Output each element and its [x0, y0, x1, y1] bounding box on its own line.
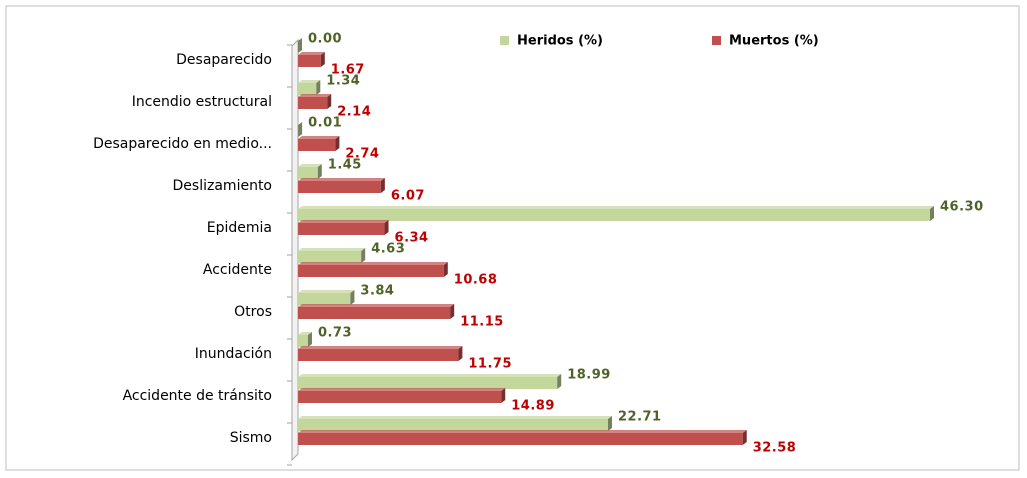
bar [298, 391, 502, 403]
bar-end [742, 430, 747, 445]
bar-top [298, 80, 321, 83]
bar-top [298, 206, 934, 209]
category-label: Accidente [203, 262, 272, 278]
category-label: Otros [234, 304, 272, 320]
legend: Heridos (%) Muertos (%) [500, 34, 819, 49]
bar-top [298, 262, 448, 265]
value-label: 3.84 [360, 284, 394, 299]
bar-end [307, 332, 312, 347]
bar-top [298, 374, 562, 377]
value-label: 0.01 [308, 116, 342, 131]
bar-end [335, 136, 340, 151]
bar [298, 251, 362, 263]
bar-top [298, 178, 385, 181]
axis-wall [291, 38, 299, 462]
category-label: Desaparecido [176, 52, 272, 68]
value-label: 2.14 [337, 105, 371, 120]
bar [298, 265, 444, 277]
bar-top [298, 290, 355, 293]
value-label: 11.75 [468, 357, 512, 372]
legend-label: Heridos (%) [517, 34, 603, 49]
bar [298, 377, 558, 389]
value-label: 1.67 [331, 63, 365, 78]
chart-frame [5, 5, 1020, 471]
bar-end [607, 416, 612, 431]
value-label: 0.00 [308, 32, 342, 47]
bar-end [327, 94, 332, 109]
category-label: Accidente de tránsito [123, 388, 272, 404]
value-label: 32.58 [753, 441, 797, 456]
bar [298, 209, 930, 221]
bar [298, 83, 317, 95]
bar-end [501, 388, 506, 403]
bar [298, 223, 385, 235]
bar-top [298, 430, 747, 433]
bar-end [450, 304, 455, 319]
category-label: Incendio estructural [132, 94, 272, 110]
bar-top [298, 94, 332, 97]
bar-end [298, 38, 302, 53]
value-label: 6.07 [391, 189, 425, 204]
category-label: Epidemia [207, 220, 272, 236]
value-label: 22.71 [618, 410, 662, 425]
bar-end [557, 374, 562, 389]
bar-end [458, 346, 463, 361]
value-label: 14.89 [511, 399, 555, 414]
bar [298, 293, 351, 305]
bar-top [298, 346, 463, 349]
bar-top [298, 136, 340, 139]
category-label: Desaparecido en medio... [93, 136, 272, 152]
category-label: Sismo [230, 430, 272, 446]
bar [298, 335, 308, 347]
bar [298, 181, 381, 193]
bar-end [380, 178, 385, 193]
bar-top [298, 220, 389, 223]
bar-top [298, 332, 312, 335]
bar [298, 419, 608, 431]
bar [298, 55, 321, 67]
bar-end [320, 52, 325, 67]
bar-top [298, 122, 303, 125]
bar-end [317, 164, 322, 179]
value-label: 4.63 [371, 242, 405, 257]
value-label: 46.30 [940, 200, 984, 215]
bar [298, 433, 743, 445]
value-label: 18.99 [567, 368, 611, 383]
legend-swatch [500, 36, 509, 45]
bar-end [298, 122, 303, 137]
bar [298, 349, 459, 361]
value-label: 0.73 [318, 326, 352, 341]
category-label: Deslizamiento [173, 178, 272, 194]
value-label: 1.45 [328, 158, 362, 173]
bar-top [298, 416, 612, 419]
value-label: 10.68 [454, 273, 498, 288]
bar-top [298, 248, 366, 251]
bar-top [298, 164, 322, 167]
bar [298, 139, 336, 151]
bar-top [298, 52, 325, 55]
value-label: 6.34 [395, 231, 429, 246]
bar-top [298, 388, 506, 391]
bar-end [930, 206, 934, 221]
bar-top [298, 304, 455, 307]
category-label: Inundación [195, 346, 272, 362]
value-label: 11.15 [460, 315, 504, 330]
bar-end [361, 248, 366, 263]
value-label: 1.34 [326, 74, 360, 89]
bar [298, 97, 328, 109]
bar-end [443, 262, 448, 277]
bar [298, 307, 451, 319]
value-label: 2.74 [345, 147, 379, 162]
bar-end [350, 290, 355, 305]
bar-end [384, 220, 389, 235]
legend-swatch [712, 36, 721, 45]
bar [298, 167, 318, 179]
legend-label: Muertos (%) [729, 34, 819, 49]
bar-end [316, 80, 321, 95]
